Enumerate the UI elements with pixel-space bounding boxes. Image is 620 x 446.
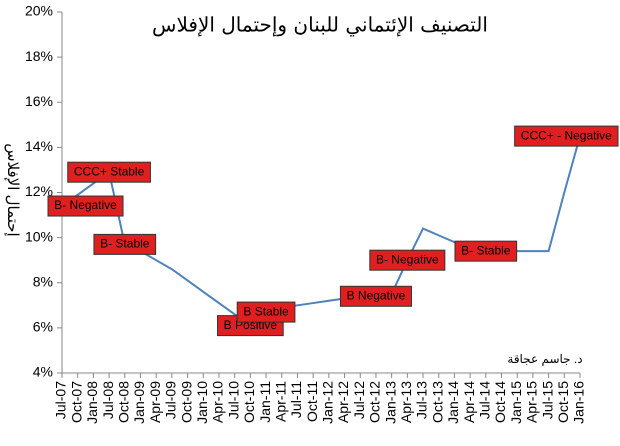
y-tick-label: 18% [25,48,53,64]
rating-label-text: B- Negative [376,252,439,266]
x-tick-label: Oct-10 [241,381,257,423]
rating-label-box [369,249,446,271]
rating-label-box [514,125,619,147]
x-tick-label: Jul-15 [539,381,555,419]
rating-label: CCC+ - Negative [514,125,619,147]
x-tick-label: Jan-12 [320,381,336,424]
y-tick-label: 16% [25,93,53,109]
x-tick-label: Jan-14 [445,381,461,424]
rating-label: B Negative [339,285,412,307]
x-tick-label: Apr-13 [398,381,414,423]
x-tick-label: Oct-13 [429,381,445,423]
rating-label-text: B- Stable [100,237,150,251]
x-tick-label: Jan-16 [571,381,587,424]
x-tick-label: Jan-13 [382,381,398,424]
y-tick-label: 12% [25,183,53,199]
rating-label-text: CCC+ Stable [74,164,145,178]
x-tick-label: Jan-15 [508,381,524,424]
x-tick-label: Oct-09 [178,381,194,423]
rating-label-text: B- Stable [461,243,511,257]
x-tick-label: Jul-08 [100,381,116,419]
x-tick-label: Jan-11 [257,381,273,423]
rating-label-box [47,195,124,217]
rating-label: B- Negative [47,195,124,217]
x-tick-label: Jul-07 [53,381,69,419]
x-tick-label: Oct-11 [304,381,320,422]
y-tick-label: 4% [33,364,53,380]
x-tick-label: Oct-14 [492,381,508,423]
rating-label-box [67,161,151,183]
rating-label-box [93,233,157,255]
rating-label: B- Negative [369,249,446,271]
y-tick-label: 20% [25,3,53,19]
x-tick-label: Apr-12 [335,381,351,423]
x-tick-label: Apr-15 [524,381,540,423]
rating-label: B Stable [236,301,296,323]
rating-label: B- Stable [93,233,157,255]
x-tick-label: Jan-08 [84,381,100,424]
x-tick-label: Jul-14 [477,381,493,419]
author-note: د. جاسم عجاقة [507,352,582,366]
x-tick-label: Jul-10 [225,381,241,419]
rating-label-box [339,285,412,307]
rating-label-text: CCC+ - Negative [521,128,612,142]
x-tick-label: Jul-13 [414,381,430,419]
rating-label-text: B Stable [243,304,289,318]
y-tick-label: 6% [33,319,53,335]
x-tick-label: Jan-09 [131,381,147,424]
rating-label: CCC+ Stable [67,161,151,183]
y-tick-label: 8% [33,273,53,289]
x-tick-label: Apr-14 [461,381,477,423]
x-tick-label: Jul-11 [288,381,304,418]
y-tick-label: 10% [25,228,53,244]
rating-label: B- Stable [454,240,518,262]
rating-label-box [454,240,518,262]
x-tick-label: Oct-08 [115,381,131,423]
y-axis-label: إحتمال الإفلاس [4,143,21,236]
x-tick-label: Apr-10 [210,381,226,423]
x-tick-label: Jul-09 [163,381,179,419]
rating-label-text: B Negative [347,288,406,302]
x-tick-label: Jan-10 [194,381,210,424]
x-tick-label: Oct-07 [68,381,84,423]
x-tick-label: Apr-11 [272,381,288,422]
x-tick-label: Apr-09 [147,381,163,423]
rating-label-box [236,301,296,323]
x-tick-label: Oct-12 [367,381,383,423]
x-tick-label: Jul-12 [351,381,367,419]
x-tick-label: Oct-15 [555,381,571,423]
rating-label-text: B- Negative [54,198,117,212]
chart-title: التصنيف الإئتماني للبنان وإحتمال الإفلاس [152,13,488,38]
y-tick-label: 14% [25,138,53,154]
